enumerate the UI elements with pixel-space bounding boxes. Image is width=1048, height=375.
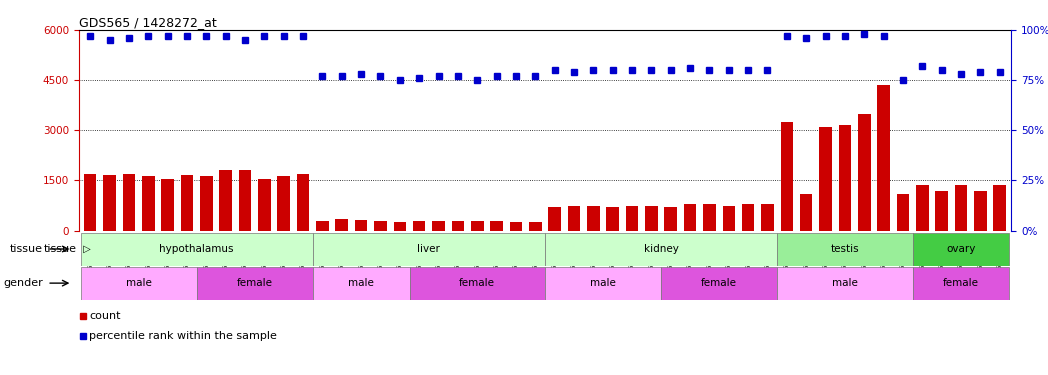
Text: tissue: tissue xyxy=(44,244,77,254)
Bar xyxy=(278,176,290,231)
Bar xyxy=(490,221,503,231)
Bar xyxy=(452,221,464,231)
Text: male: male xyxy=(126,278,152,288)
Text: female: female xyxy=(237,278,272,288)
Text: ovary: ovary xyxy=(946,244,976,254)
Bar xyxy=(312,232,545,266)
Bar xyxy=(413,221,425,231)
Bar xyxy=(722,206,735,231)
Bar xyxy=(820,127,832,231)
Bar xyxy=(974,190,986,231)
Bar xyxy=(548,207,561,231)
Text: gender: gender xyxy=(3,278,43,288)
Bar xyxy=(200,177,213,231)
Bar xyxy=(778,267,913,300)
Bar xyxy=(877,85,890,231)
Text: percentile rank within the sample: percentile rank within the sample xyxy=(89,331,277,341)
Bar xyxy=(646,206,658,231)
Bar xyxy=(258,179,270,231)
Text: tissue: tissue xyxy=(10,244,43,254)
Bar xyxy=(394,222,407,231)
Bar xyxy=(858,114,871,231)
Bar xyxy=(568,206,581,231)
Bar xyxy=(742,204,755,231)
Bar xyxy=(661,267,778,300)
Bar xyxy=(219,170,232,231)
Bar xyxy=(916,186,929,231)
Bar xyxy=(778,232,913,266)
Bar xyxy=(432,221,444,231)
Bar xyxy=(335,219,348,231)
Bar xyxy=(545,232,778,266)
Bar xyxy=(587,206,599,231)
Bar xyxy=(312,267,410,300)
Bar xyxy=(800,194,812,231)
Bar xyxy=(545,267,661,300)
Bar xyxy=(81,232,312,266)
Bar xyxy=(703,204,716,231)
Bar xyxy=(838,125,851,231)
Bar xyxy=(141,177,154,231)
Bar xyxy=(913,232,1009,266)
Bar xyxy=(197,267,312,300)
Bar xyxy=(297,174,309,231)
Bar xyxy=(607,207,619,231)
Bar xyxy=(936,190,948,231)
Bar xyxy=(161,179,174,231)
Bar xyxy=(913,267,1009,300)
Bar xyxy=(471,221,483,231)
Bar xyxy=(781,122,793,231)
Bar xyxy=(84,174,96,231)
Text: female: female xyxy=(701,278,737,288)
Text: hypothalamus: hypothalamus xyxy=(159,244,234,254)
Bar xyxy=(81,267,197,300)
Bar xyxy=(955,186,967,231)
Text: ▷: ▷ xyxy=(77,244,90,254)
Bar xyxy=(355,220,368,231)
Bar xyxy=(180,176,193,231)
Text: female: female xyxy=(459,278,496,288)
Text: GDS565 / 1428272_at: GDS565 / 1428272_at xyxy=(79,16,216,29)
Text: male: male xyxy=(348,278,374,288)
Bar xyxy=(897,194,910,231)
Text: kidney: kidney xyxy=(643,244,678,254)
Text: male: male xyxy=(590,278,616,288)
Bar xyxy=(626,206,638,231)
Bar xyxy=(374,221,387,231)
Bar xyxy=(994,186,1006,231)
Bar xyxy=(761,204,773,231)
Text: female: female xyxy=(943,278,979,288)
Text: count: count xyxy=(89,311,121,321)
Bar xyxy=(104,176,116,231)
Bar xyxy=(683,204,696,231)
Bar xyxy=(664,207,677,231)
Text: testis: testis xyxy=(831,244,859,254)
Bar xyxy=(239,170,252,231)
Bar xyxy=(509,222,522,231)
Bar xyxy=(529,222,542,231)
Bar xyxy=(410,267,545,300)
Bar xyxy=(123,174,135,231)
Bar xyxy=(316,221,329,231)
Text: male: male xyxy=(832,278,858,288)
Text: liver: liver xyxy=(417,244,440,254)
